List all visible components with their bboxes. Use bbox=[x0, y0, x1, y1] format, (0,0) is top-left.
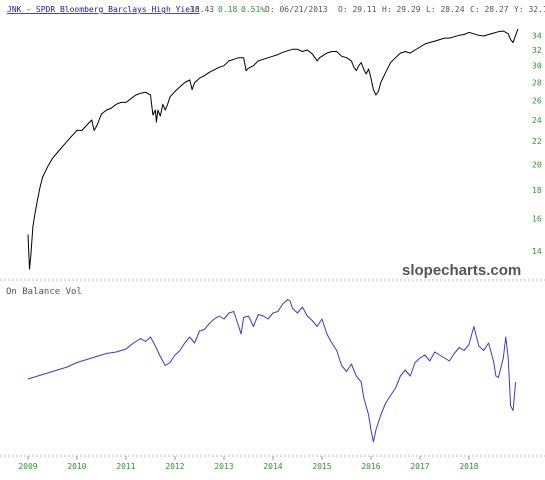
price-tick-label: 18 bbox=[532, 186, 542, 195]
date-tick-label: 2016 bbox=[361, 462, 380, 471]
price-tick-label: 24 bbox=[532, 116, 542, 125]
date-tick-label: 2014 bbox=[263, 462, 282, 471]
bar-y: Y: 32.11 bbox=[514, 5, 545, 14]
date-axis: 2009 2010 2011 2012 2013 2014 2015 2016 2017 2018 bbox=[18, 456, 479, 471]
price-tick-label: 32 bbox=[532, 46, 542, 55]
price-panel: 14 16 18 20 22 24 26 28 30 32 34 bbox=[27, 28, 542, 270]
price-tick-label: 20 bbox=[532, 160, 542, 169]
price-tick-label: 26 bbox=[532, 97, 542, 106]
bar-low: L: 28.24 bbox=[426, 5, 465, 14]
price-tick-label: 22 bbox=[532, 137, 542, 146]
bar-date: D: 06/21/2013 bbox=[265, 5, 328, 14]
bar-open: O: 29.11 bbox=[338, 5, 377, 14]
date-tick-label: 2018 bbox=[459, 462, 478, 471]
watermark: slopecharts.com bbox=[402, 262, 521, 279]
price-axis: 14 16 18 20 22 24 26 28 30 32 34 bbox=[532, 31, 542, 256]
date-tick-label: 2009 bbox=[18, 462, 37, 471]
bar-close: C: 28.27 bbox=[470, 5, 509, 14]
price-tick-label: 28 bbox=[532, 79, 542, 88]
price-change: 0.18 bbox=[218, 5, 237, 14]
date-tick-label: 2012 bbox=[165, 462, 184, 471]
symbol-link[interactable]: JNK - SPDR Bloomberg Barclays High Yield bbox=[7, 5, 200, 14]
price-tick-label: 34 bbox=[532, 31, 542, 40]
obv-line bbox=[27, 299, 517, 443]
obv-title: On Balance Vol bbox=[6, 287, 82, 297]
last-price: 35.43 bbox=[190, 5, 214, 14]
price-tick-label: 16 bbox=[532, 215, 542, 224]
price-tick-label: 30 bbox=[532, 62, 542, 71]
date-tick-label: 2011 bbox=[116, 462, 135, 471]
bar-high: H: 29.29 bbox=[382, 5, 421, 14]
date-tick-label: 2013 bbox=[214, 462, 233, 471]
price-change-pct: 0.51% bbox=[241, 5, 265, 14]
date-tick-label: 2017 bbox=[410, 462, 429, 471]
price-tick-label: 14 bbox=[532, 247, 542, 256]
date-tick-label: 2015 bbox=[312, 462, 331, 471]
chart-header: JNK - SPDR Bloomberg Barclays High Yield… bbox=[7, 5, 545, 14]
date-tick-label: 2010 bbox=[67, 462, 86, 471]
obv-panel: On Balance Vol bbox=[6, 287, 517, 443]
price-line bbox=[27, 28, 519, 270]
